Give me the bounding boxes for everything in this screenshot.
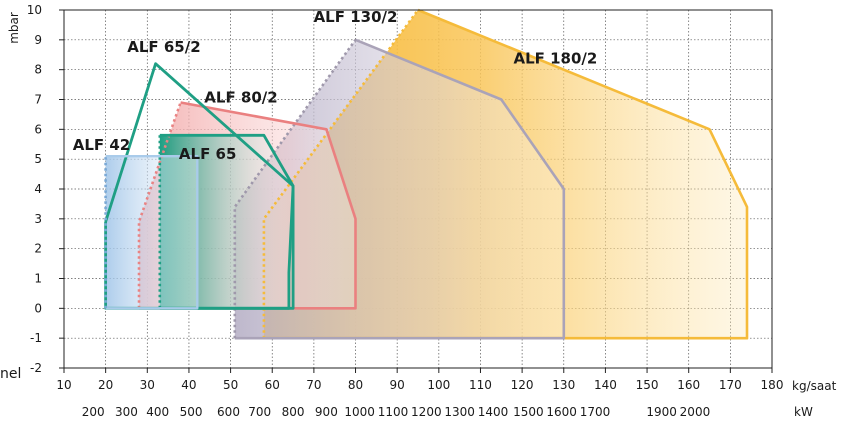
- tick-label-x: 80: [348, 378, 363, 392]
- tick-label-x: 120: [511, 378, 534, 392]
- tick-label-y: 1: [34, 272, 42, 286]
- tick-label-y: 8: [34, 63, 42, 77]
- tick-label-y: 0: [34, 301, 42, 315]
- tick-label-kw: 1700: [580, 405, 611, 419]
- series-areas: [104, 8, 749, 340]
- x2-axis-label: kW: [794, 405, 813, 419]
- tick-label-x: 10: [56, 378, 71, 392]
- dotted-edge-alf-80-2: [137, 102, 182, 309]
- tick-label-y: 6: [34, 122, 42, 136]
- tick-label-x: 100: [427, 378, 450, 392]
- tick-label-y: 5: [34, 152, 42, 166]
- tick-label-x: 20: [98, 378, 113, 392]
- axes: -2 -1 0 1 2 3 4 5 6 7 8 9 10 10 20 30 40 50 60 70 80 90 100 110…: [7, 3, 837, 419]
- tick-label-x: 160: [677, 378, 700, 392]
- tick-label-kw: 1400: [478, 405, 509, 419]
- tick-label-kw: 900: [315, 405, 338, 419]
- outline-alf-65-2: [104, 62, 295, 310]
- series-label-alf-180-2: ALF 180/2: [513, 50, 597, 68]
- tick-label-x: 70: [306, 378, 321, 392]
- tick-label-x: 90: [390, 378, 405, 392]
- series-label-alf-80-2: ALF 80/2: [204, 88, 277, 106]
- tick-label-kw: 700: [248, 405, 271, 419]
- tick-label-kw: 800: [282, 405, 305, 419]
- tick-label-kw: 1600: [546, 405, 577, 419]
- tick-label-y: 7: [34, 93, 42, 107]
- dotted-edge-alf-180-2: [262, 9, 420, 339]
- series-label-alf-130-2: ALF 130/2: [314, 8, 398, 26]
- tick-label-kw: 1100: [378, 405, 409, 419]
- tick-label-kw: 1300: [444, 405, 475, 419]
- outline-alf-65: [159, 133, 295, 310]
- tick-label-x: 150: [636, 378, 659, 392]
- tick-label-x: 130: [552, 378, 575, 392]
- tick-label-kw: 600: [217, 405, 240, 419]
- tick-label-kw: 400: [146, 405, 169, 419]
- tick-label-y: 10: [27, 3, 42, 17]
- outline-alf-130-2: [234, 38, 566, 340]
- tick-label-x: 140: [594, 378, 617, 392]
- series-label-alf-65: ALF 65: [179, 145, 237, 163]
- tick-label-x: 50: [223, 378, 238, 392]
- tick-label-x: 180: [761, 378, 784, 392]
- tick-label-x: 110: [469, 378, 492, 392]
- tick-label-x: 30: [140, 378, 155, 392]
- tick-label-x: 60: [265, 378, 280, 392]
- tick-label-y: 4: [34, 182, 42, 196]
- tick-label-y: -2: [30, 361, 42, 375]
- cropped-edge-text: nel: [0, 366, 22, 382]
- tick-label-kw: 1500: [513, 405, 544, 419]
- tick-label-kw: 300: [115, 405, 138, 419]
- x-axis-label: kg/saat: [792, 379, 837, 393]
- tick-label-kw: 200: [82, 405, 105, 419]
- tick-label-x: 40: [181, 378, 196, 392]
- series-label-alf-42: ALF 42: [73, 136, 131, 154]
- y-axis-label: mbar: [7, 12, 21, 44]
- tick-label-y: 9: [34, 33, 42, 47]
- tick-label-y: -1: [30, 331, 42, 345]
- tick-label-kw: 1900: [646, 405, 677, 419]
- tick-label-x: 170: [719, 378, 742, 392]
- tick-label-kw: 1200: [411, 405, 442, 419]
- series-labels: ALF 180/2 ALF 130/2 ALF 80/2 ALF 65/2 ALF 65…: [73, 8, 598, 163]
- outline-alf-42: [105, 154, 199, 310]
- tick-label-kw: 1000: [344, 405, 375, 419]
- series-label-alf-65-2: ALF 65/2: [127, 38, 200, 56]
- tick-label-y: 2: [34, 242, 42, 256]
- area-alf-42: [105, 156, 198, 309]
- tick-label-kw: 2000: [680, 405, 711, 419]
- tick-label-y: 3: [34, 212, 42, 226]
- outline-alf-180-2: [263, 8, 749, 340]
- tick-label-kw: 500: [180, 405, 203, 419]
